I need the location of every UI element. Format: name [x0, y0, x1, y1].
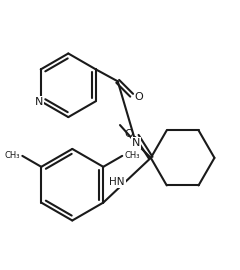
Text: O: O: [124, 129, 133, 139]
Text: CH₃: CH₃: [124, 151, 140, 160]
Text: CH₃: CH₃: [5, 151, 20, 160]
Text: HN: HN: [109, 177, 125, 187]
Text: N: N: [35, 97, 43, 107]
Text: O: O: [135, 92, 143, 102]
Text: N: N: [132, 138, 140, 148]
